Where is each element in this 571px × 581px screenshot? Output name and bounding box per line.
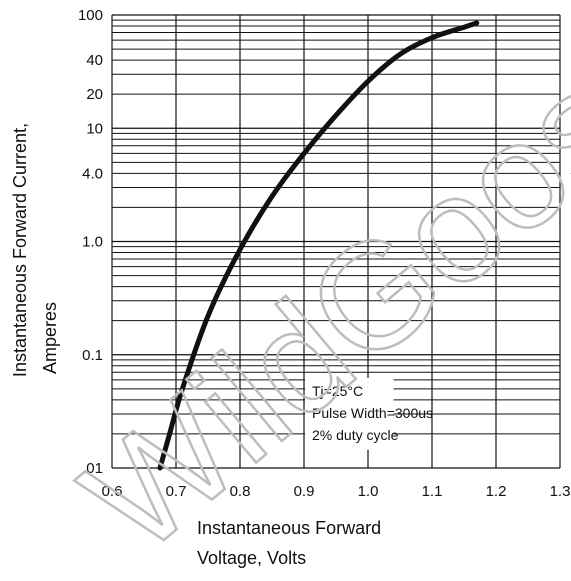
annotation-line: Pulse Width=300us xyxy=(312,405,433,421)
y-tick-label: 100 xyxy=(78,7,103,24)
series-line xyxy=(157,20,480,471)
annotation-line: Tj=25°C xyxy=(312,383,363,399)
annotation-box xyxy=(305,378,394,450)
x-tick-label: 1.0 xyxy=(358,483,379,500)
x-tick-label: 1.3 xyxy=(550,483,571,500)
y-tick-label: .01 xyxy=(82,460,103,477)
y-tick-label: 20 xyxy=(86,86,103,103)
x-axis-title-line-2: Voltage, Volts xyxy=(197,548,306,568)
x-tick-label: 0.7 xyxy=(166,483,187,500)
y-axis-title-line-2: Amperes xyxy=(40,302,60,374)
x-tick-label: 1.2 xyxy=(486,483,507,500)
y-tick-label: 10 xyxy=(86,120,103,137)
annotation-group: Tj=25°C Pulse Width=300us 2% duty cycle xyxy=(312,383,433,443)
series-curve xyxy=(157,20,480,471)
annotation-line: 2% duty cycle xyxy=(312,427,399,443)
x-tick-labels: 0.6 0.7 0.8 0.9 1.0 1.1 1.2 1.3 xyxy=(102,483,571,500)
axis-titles: Instantaneous Forward Voltage, Volts Ins… xyxy=(10,123,381,568)
x-tick-label: 1.1 xyxy=(422,483,443,500)
x-tick-label: 0.8 xyxy=(230,483,251,500)
y-tick-label: 4.0 xyxy=(82,165,103,182)
y-tick-label: 1.0 xyxy=(82,234,103,251)
y-tick-label: 0.1 xyxy=(82,347,103,364)
y-axis-title-line-1: Instantaneous Forward Current, xyxy=(10,123,30,377)
x-tick-label: 0.6 xyxy=(102,483,123,500)
y-tick-label: 40 xyxy=(86,52,103,69)
x-axis-title-line-1: Instantaneous Forward xyxy=(197,518,381,538)
y-tick-labels: 100 40 20 10 4.0 1.0 0.1 .01 xyxy=(78,7,103,477)
x-tick-label: 0.9 xyxy=(294,483,315,500)
